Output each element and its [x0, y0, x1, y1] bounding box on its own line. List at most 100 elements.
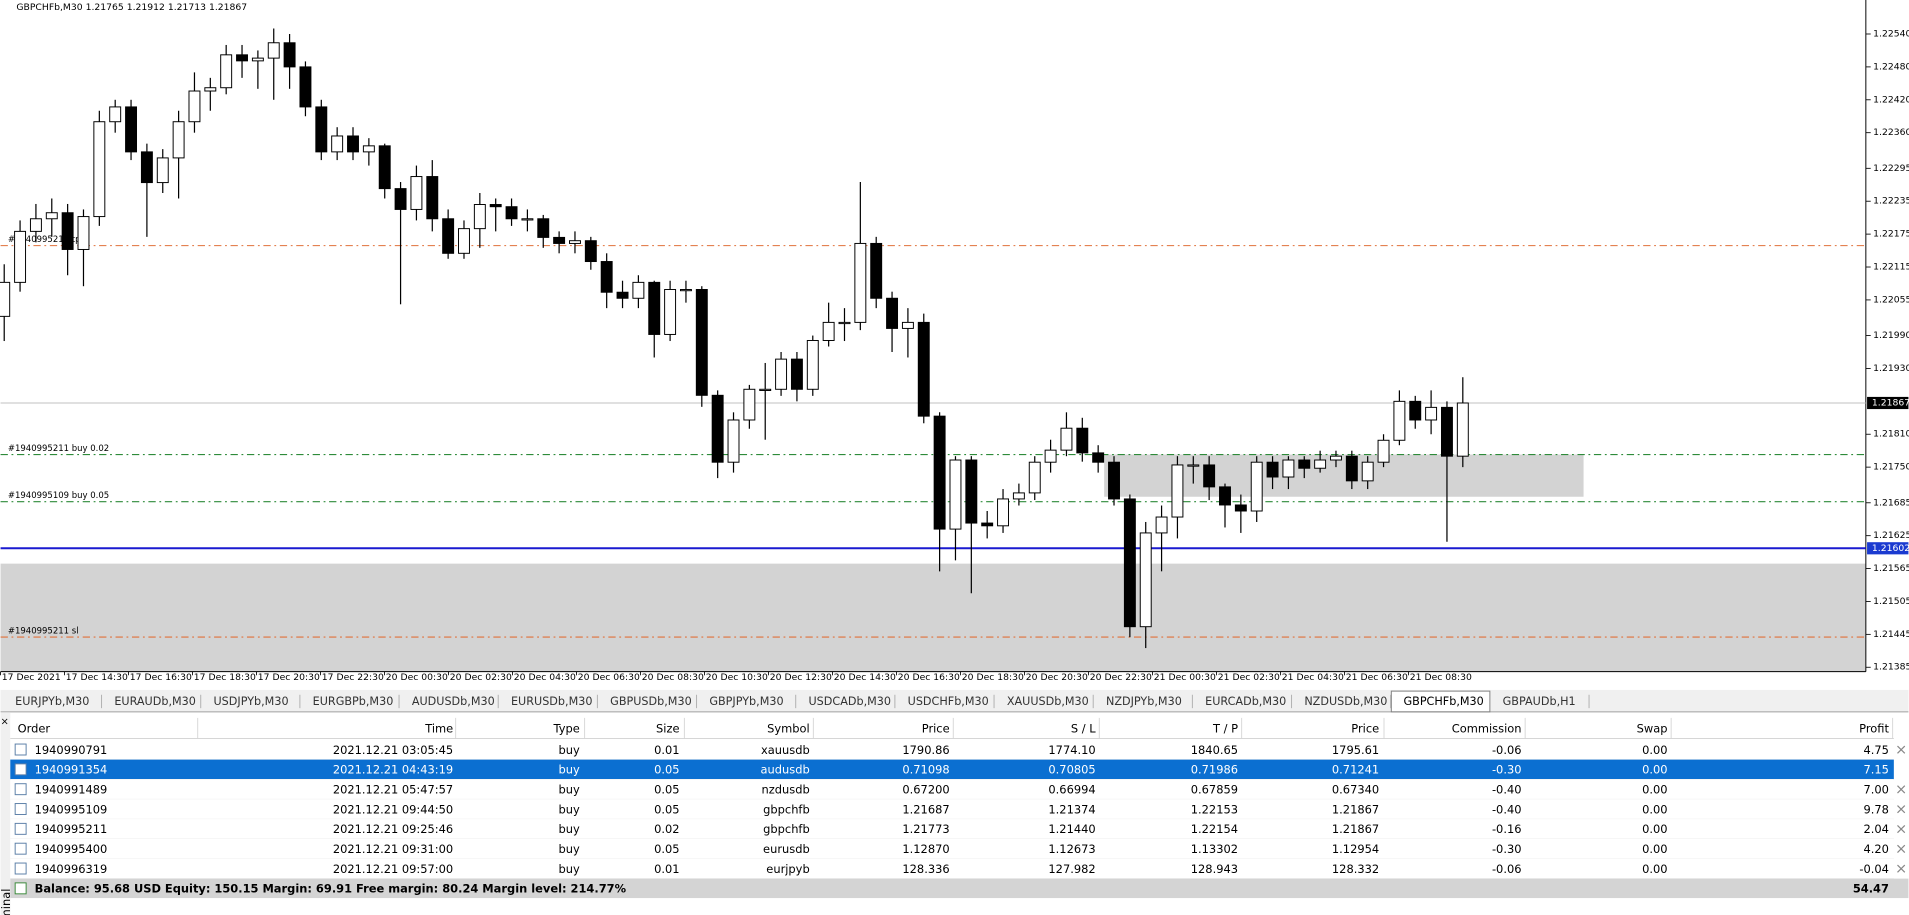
ask-box — [1867, 542, 1909, 555]
cell: -0.04 — [1859, 862, 1889, 876]
row[interactable] — [10, 858, 1894, 879]
candle-body — [1250, 461, 1263, 512]
candle-body — [997, 498, 1009, 527]
cell: buy — [558, 822, 579, 836]
cell: 0.67200 — [902, 782, 949, 796]
chart-tabs: EURJPYb,M30 EURAUDb,M30 USDJPYb,M30 EURGBPb… — [0, 689, 1909, 714]
candle-body — [1044, 449, 1057, 463]
column-header[interactable]: Price — [1351, 721, 1379, 735]
tab-label[interactable]: USDJPYb,M30 — [213, 695, 288, 708]
candle-body — [283, 42, 296, 68]
row[interactable] — [10, 838, 1894, 859]
tab-label[interactable]: USDCADb,M30 — [808, 695, 891, 708]
y-tick-label: 1.22540 — [1873, 28, 1909, 39]
row[interactable] — [10, 799, 1894, 820]
tab-label[interactable]: AUDUSDb,M30 — [412, 695, 495, 708]
x-tick-label: 20 Dec 02:30 — [450, 672, 512, 683]
tab-label[interactable]: GBPJPYb,M30 — [709, 695, 783, 708]
row[interactable] — [10, 739, 1894, 760]
tab-label[interactable]: EURJPYb,M30 — [15, 695, 89, 708]
cell: 0.00 — [1642, 862, 1667, 876]
column-header[interactable]: Commission — [1452, 721, 1522, 735]
cell: 0.01 — [654, 743, 679, 757]
tab-label[interactable]: GBPUSDb,M30 — [610, 695, 692, 708]
cell: buy — [558, 782, 579, 796]
x-tick-label: 21 Dec 08:30 — [1410, 672, 1472, 683]
close-order[interactable] — [1897, 844, 1906, 853]
candle-body — [1139, 532, 1152, 628]
column-header[interactable]: Swap — [1637, 721, 1668, 735]
column-header[interactable]: Profit — [1859, 721, 1889, 735]
candle-body — [1012, 492, 1025, 500]
candle-body — [616, 291, 629, 299]
cell: buy — [558, 842, 579, 856]
summary-icon — [14, 882, 27, 895]
x-tick-label: 20 Dec 16:30 — [898, 672, 960, 683]
candle-body — [806, 339, 819, 390]
close-order[interactable] — [1897, 824, 1906, 834]
candle-body — [267, 42, 280, 59]
side-label: Terminal — [0, 889, 13, 915]
column-header[interactable]: S / L — [1071, 721, 1096, 735]
candle-body — [521, 218, 534, 221]
cell: 4.75 — [1864, 743, 1889, 757]
cell: 0.00 — [1642, 763, 1667, 777]
candle-body — [251, 57, 264, 62]
tab-label[interactable]: GBPCHFb,M30 — [1403, 695, 1483, 708]
tab-label[interactable]: NZDJPYb,M30 — [1106, 695, 1182, 708]
candle-body — [204, 87, 217, 92]
candle-body — [188, 90, 201, 123]
close-order[interactable] — [1897, 765, 1906, 774]
column-header[interactable]: Symbol — [767, 721, 810, 735]
cell: eurjpyb — [766, 862, 809, 876]
column-header[interactable]: T / P — [1212, 721, 1238, 735]
close-order[interactable] — [1897, 745, 1906, 754]
candle-body — [933, 415, 946, 530]
cell: 7.15 — [1864, 763, 1889, 777]
y-tick-label: 1.21445 — [1873, 629, 1909, 640]
candle-body — [1266, 461, 1279, 478]
candle-body — [473, 204, 486, 230]
column-header[interactable]: Price — [922, 721, 950, 735]
cell: 1795.61 — [1332, 743, 1379, 757]
y-tick-label: 1.21565 — [1873, 563, 1909, 574]
tab-label[interactable]: EURCADb,M30 — [1205, 695, 1286, 708]
tab-label[interactable]: EURUSDb,M30 — [511, 695, 592, 708]
close-order[interactable] — [1897, 864, 1906, 873]
row[interactable] — [10, 819, 1894, 839]
row[interactable] — [10, 779, 1894, 800]
close-order[interactable] — [1897, 805, 1906, 814]
candle-body — [759, 388, 772, 391]
close-order[interactable] — [1897, 785, 1906, 794]
cell: 0.00 — [1642, 842, 1667, 856]
tab-label[interactable]: NZDUSDb,M30 — [1304, 695, 1387, 708]
cell: 0.00 — [1642, 802, 1667, 816]
tab-label[interactable]: XAUUSDb,M30 — [1007, 695, 1089, 708]
cell: -0.40 — [1492, 782, 1522, 796]
trade-table: Terminal × Order Time Type Size Symbol Price S /… — [0, 713, 1909, 915]
cell: 2.04 — [1864, 822, 1889, 836]
candle-body — [854, 242, 867, 323]
column-header[interactable]: Time — [424, 721, 453, 735]
candle-body — [331, 135, 344, 153]
x-tick-label: 20 Dec 06:30 — [578, 672, 640, 683]
x-tick-label: 21 Dec 04:30 — [1282, 672, 1344, 683]
candle-body — [394, 188, 407, 210]
candle-body — [679, 289, 692, 292]
tab-label[interactable]: GBPAUDb,H1 — [1503, 695, 1576, 708]
tab-label[interactable]: EURAUDb,M30 — [114, 695, 196, 708]
column-header[interactable]: Order — [18, 721, 51, 735]
tab-label[interactable]: USDCHFb,M30 — [908, 695, 989, 708]
tab-active — [1390, 690, 1491, 713]
candle-body — [1234, 504, 1247, 512]
cell: 0.00 — [1642, 822, 1667, 836]
tab-label[interactable]: EURGBPb,M30 — [313, 695, 394, 708]
column-header[interactable]: Type — [553, 721, 580, 735]
x-tick-label: 20 Dec 00:30 — [386, 672, 448, 683]
candle-body — [172, 121, 185, 159]
column-header[interactable]: Size — [656, 721, 679, 735]
row-selected[interactable] — [10, 759, 1894, 780]
cell: 1840.65 — [1191, 743, 1238, 757]
